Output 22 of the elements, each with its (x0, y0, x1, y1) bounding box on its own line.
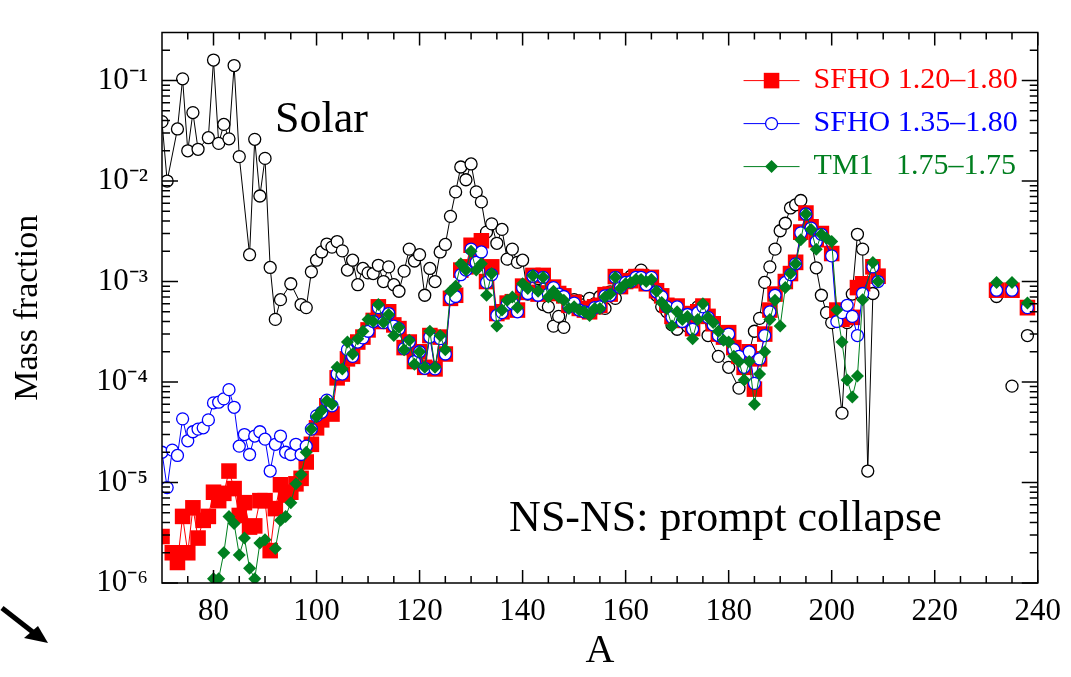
y-tick-label: 10⁻³ (97, 261, 148, 297)
x-tick-label: 140 (499, 591, 546, 627)
y-tick-label: 10⁻⁵ (96, 462, 148, 498)
y-tick-label: 10⁻² (97, 161, 148, 197)
annotation: NS-NS: prompt collapse (509, 492, 942, 541)
annotation: Solar (275, 93, 369, 143)
legend-label: SFHO 1.35–1.80 (813, 104, 1018, 138)
x-tick-label: 220 (911, 591, 958, 627)
y-tick-label: 10⁻⁶ (96, 563, 148, 599)
x-axis-title: A (585, 625, 615, 671)
legend-label: TM1 1.75–1.75 (813, 147, 1017, 181)
legend-label: SFHO 1.20–1.80 (813, 61, 1018, 95)
y-tick-label: 10⁻⁴ (96, 362, 148, 398)
x-tick-label: 160 (602, 591, 649, 627)
y-tick-label: 10⁻¹ (97, 60, 148, 96)
x-tick-label: 180 (705, 591, 752, 627)
x-tick-label: 100 (293, 591, 340, 627)
x-tick-label: 240 (1014, 591, 1061, 627)
x-tick-label: 120 (396, 591, 443, 627)
y-axis-title: Mass fraction (7, 214, 45, 401)
x-tick-label: 200 (808, 591, 855, 627)
x-tick-label: 80 (198, 591, 230, 627)
